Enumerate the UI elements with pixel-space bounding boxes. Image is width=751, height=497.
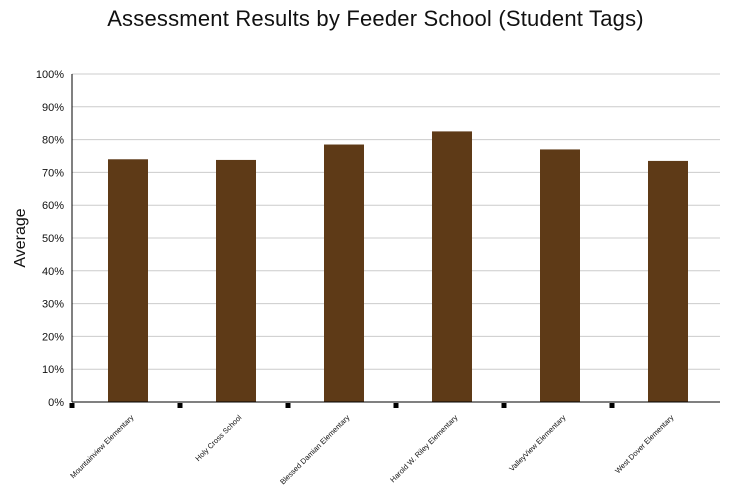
x-category-label: West Dover Elementary — [613, 413, 675, 475]
x-tick-mark — [501, 403, 507, 408]
x-category-label: Mountainview Elementary — [68, 413, 135, 480]
y-tick-label: 10% — [42, 364, 64, 376]
bar — [432, 131, 472, 402]
y-tick-label: 40% — [42, 266, 64, 278]
x-category-labels: Mountainview Elementary Holy Cross School… — [68, 413, 675, 487]
bar — [216, 159, 256, 402]
chart-title: Assessment Results by Feeder School (Stu… — [107, 6, 644, 31]
x-category-label: Holy Cross School — [193, 413, 243, 463]
x-tick-mark — [285, 403, 291, 408]
y-tick-label: 100% — [36, 69, 64, 81]
gridlines — [72, 73, 720, 370]
x-category-label: Harold W. Riley Elementary — [388, 413, 459, 484]
y-tick-label: 20% — [42, 331, 64, 343]
x-tick-mark — [177, 403, 183, 408]
y-tick-label: 50% — [42, 233, 64, 245]
x-tick-mark — [69, 403, 75, 408]
y-tick-label: 90% — [42, 102, 64, 114]
axes — [69, 74, 720, 408]
bar — [540, 149, 580, 402]
x-category-label: Blessed Damian Elementary — [278, 413, 351, 486]
y-tick-label: 80% — [42, 135, 64, 147]
y-tick-label: 70% — [42, 167, 64, 179]
y-tick-label: 0% — [48, 397, 64, 409]
x-tick-mark — [609, 403, 615, 408]
x-category-label: ValleyView Elementary — [507, 413, 567, 473]
y-tick-label: 30% — [42, 299, 64, 311]
bars — [108, 131, 688, 402]
bar — [324, 144, 364, 402]
y-axis-title: Average — [12, 208, 29, 267]
bar — [648, 160, 688, 402]
x-tick-mark — [393, 403, 399, 408]
bar — [108, 159, 148, 402]
y-tick-labels: 0% 10% 20% 30% 40% 50% 60% 70% 80% 90% 100% — [36, 69, 64, 409]
y-tick-label: 60% — [42, 200, 64, 212]
